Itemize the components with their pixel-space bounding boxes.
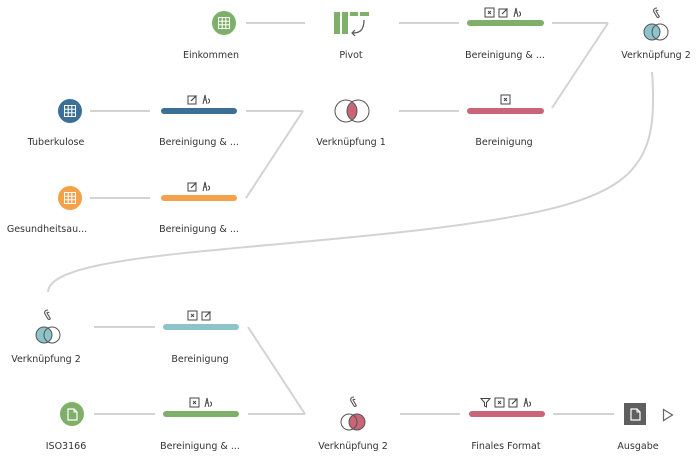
input-einkommen[interactable]	[212, 11, 236, 35]
play-icon	[662, 408, 674, 422]
remove-field-icon	[484, 7, 495, 18]
clean-teal-change-icons	[187, 310, 212, 321]
edit-icon	[498, 8, 508, 18]
clean-tb-change-icons	[187, 94, 212, 105]
input-tuberkulose[interactable]	[58, 99, 82, 123]
file-icon	[60, 402, 84, 426]
run-output-button[interactable]	[662, 407, 674, 426]
clean-step-top[interactable]	[467, 20, 544, 26]
clean-step-gesundheit[interactable]	[161, 195, 237, 201]
remove-field-icon	[500, 94, 511, 105]
clean-red-change-icons	[500, 94, 511, 105]
join-icon	[643, 7, 669, 41]
output-icon	[624, 403, 646, 425]
clean-step-iso[interactable]	[163, 411, 239, 417]
pivot-label: Pivot	[339, 50, 363, 61]
input-gesundheit-label: Gesundheitsau...	[6, 224, 88, 235]
input-iso3166[interactable]	[60, 402, 84, 426]
join2-top-label: Verknüpfung 2	[621, 50, 691, 61]
pivot-step[interactable]	[333, 11, 371, 37]
join-icon	[35, 309, 61, 344]
edit-icon	[187, 95, 197, 105]
table-icon	[58, 99, 82, 123]
rename-icon	[523, 397, 531, 408]
clean-iso-label: Bereinigung & ...	[160, 441, 240, 452]
clean-iso-change-icons	[189, 397, 214, 408]
join2-bottom-label: Verknüpfung 2	[318, 441, 388, 452]
rename-icon	[513, 7, 521, 18]
join-icon	[334, 99, 370, 123]
join-step-left[interactable]	[32, 308, 64, 346]
paperclip-icon	[350, 396, 357, 407]
final-change-icons	[480, 397, 533, 408]
remove-field-icon	[494, 397, 505, 408]
clean-step-red[interactable]	[467, 108, 544, 114]
paperclip-icon	[44, 309, 51, 320]
clean-step-teal[interactable]	[163, 324, 239, 330]
edit-icon	[187, 182, 197, 192]
input-tuberkulose-label: Tuberkulose	[27, 137, 85, 148]
output-label: Ausgabe	[617, 441, 659, 452]
table-icon	[58, 186, 82, 210]
clean-top-label: Bereinigung & ...	[465, 50, 545, 61]
clean-step-tuberkulose[interactable]	[161, 108, 237, 114]
clean-red-label: Bereinigung	[475, 137, 533, 148]
output-step[interactable]	[624, 403, 646, 425]
clean-teal-label: Bereinigung	[171, 354, 229, 365]
input-iso3166-label: ISO3166	[45, 441, 87, 452]
join-icon	[340, 396, 366, 431]
edit-icon	[508, 398, 518, 408]
remove-field-icon	[189, 397, 200, 408]
join-step-bottom[interactable]	[334, 395, 372, 433]
rename-icon	[204, 397, 212, 408]
filter-icon	[480, 398, 491, 408]
remove-field-icon	[187, 310, 198, 321]
join1-label: Verknüpfung 1	[316, 137, 386, 148]
clean-tb-label: Bereinigung & ...	[159, 137, 239, 148]
edit-icon	[201, 311, 211, 321]
join-step-1[interactable]	[333, 98, 371, 124]
clean-gs-label: Bereinigung & ...	[159, 224, 239, 235]
pivot-icon	[334, 12, 369, 37]
rename-icon	[202, 94, 210, 105]
paperclip-icon	[653, 7, 660, 18]
final-label: Finales Format	[471, 441, 541, 452]
clean-top-change-icons	[484, 7, 523, 18]
join2-left-label: Verknüpfung 2	[11, 354, 81, 365]
input-gesundheit[interactable]	[58, 186, 82, 210]
join-step-top[interactable]	[641, 6, 671, 44]
rename-icon	[202, 181, 210, 192]
table-icon	[212, 11, 236, 35]
input-einkommen-label: Einkommen	[182, 50, 239, 61]
clean-step-final[interactable]	[469, 411, 545, 417]
clean-gs-change-icons	[187, 181, 212, 192]
